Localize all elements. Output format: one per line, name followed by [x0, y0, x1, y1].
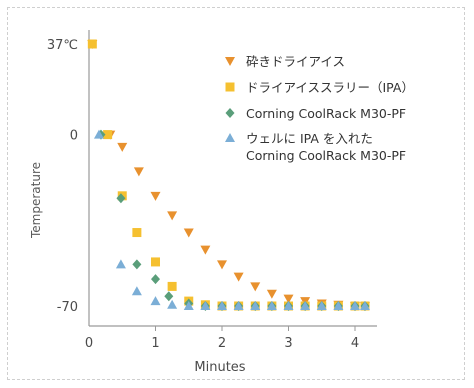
- x-axis-label: Minutes: [194, 360, 245, 375]
- data-point: [167, 211, 178, 221]
- legend-label: Corning CoolRack M30-PF: [246, 106, 406, 121]
- data-point: [200, 245, 211, 255]
- data-point: [233, 301, 244, 310]
- legend-marker: [225, 57, 235, 66]
- legend-marker: [225, 133, 235, 142]
- x-tick-label: 3: [284, 336, 292, 351]
- data-point: [250, 282, 261, 292]
- data-point: [150, 191, 161, 201]
- data-point: [333, 301, 344, 310]
- legend-label: Corning CoolRack M30-PF: [246, 148, 406, 163]
- data-point: [183, 301, 194, 310]
- data-point: [132, 228, 142, 238]
- chart-frame: [7, 7, 465, 380]
- data-point: [283, 294, 294, 304]
- data-point: [217, 260, 227, 270]
- data-point: [103, 130, 113, 140]
- data-point: [117, 142, 128, 152]
- legend-marker: [225, 82, 235, 92]
- x-tick-label: 0: [85, 336, 93, 351]
- data-point: [164, 291, 174, 302]
- series-4: [93, 129, 370, 310]
- data-point: [167, 281, 177, 291]
- y-tick-label: 37℃: [47, 38, 78, 53]
- data-point: [151, 257, 160, 267]
- data-point: [359, 301, 370, 310]
- data-point: [200, 301, 211, 310]
- legend-marker: [225, 108, 235, 118]
- legend-label: ドライアイススラリー（IPA）: [246, 80, 414, 95]
- data-point: [283, 301, 294, 310]
- data-point: [217, 301, 227, 310]
- data-point: [151, 274, 160, 285]
- data-point: [133, 167, 144, 177]
- legend-label: ウェルに IPA を入れた: [246, 131, 373, 146]
- data-point: [316, 301, 327, 310]
- axes: [88, 30, 377, 327]
- data-point: [167, 299, 178, 309]
- data-point: [350, 301, 360, 310]
- x-tick-label: 1: [151, 336, 159, 351]
- data-point: [115, 259, 126, 269]
- legend-label: 砕きドライアイス: [246, 54, 345, 69]
- data-point: [116, 193, 126, 204]
- data-point: [266, 289, 277, 299]
- data-point: [132, 259, 142, 270]
- data-point: [183, 228, 194, 238]
- data-point: [266, 301, 277, 310]
- data-point: [93, 129, 104, 139]
- y-axis-label: Temperature: [29, 162, 43, 239]
- data-points: [87, 39, 370, 311]
- x-tick-label: 4: [351, 336, 359, 351]
- data-point: [150, 296, 161, 306]
- data-point: [233, 272, 244, 282]
- data-point: [87, 39, 97, 49]
- axis-ticks: 0 1 2 3 4 37℃ 0 -70: [47, 38, 359, 351]
- data-point: [300, 301, 311, 310]
- data-point: [131, 286, 142, 296]
- y-tick-label: 0: [70, 129, 78, 144]
- y-tick-label: -70: [57, 300, 78, 315]
- data-point: [250, 301, 261, 310]
- x-tick-label: 2: [218, 336, 226, 351]
